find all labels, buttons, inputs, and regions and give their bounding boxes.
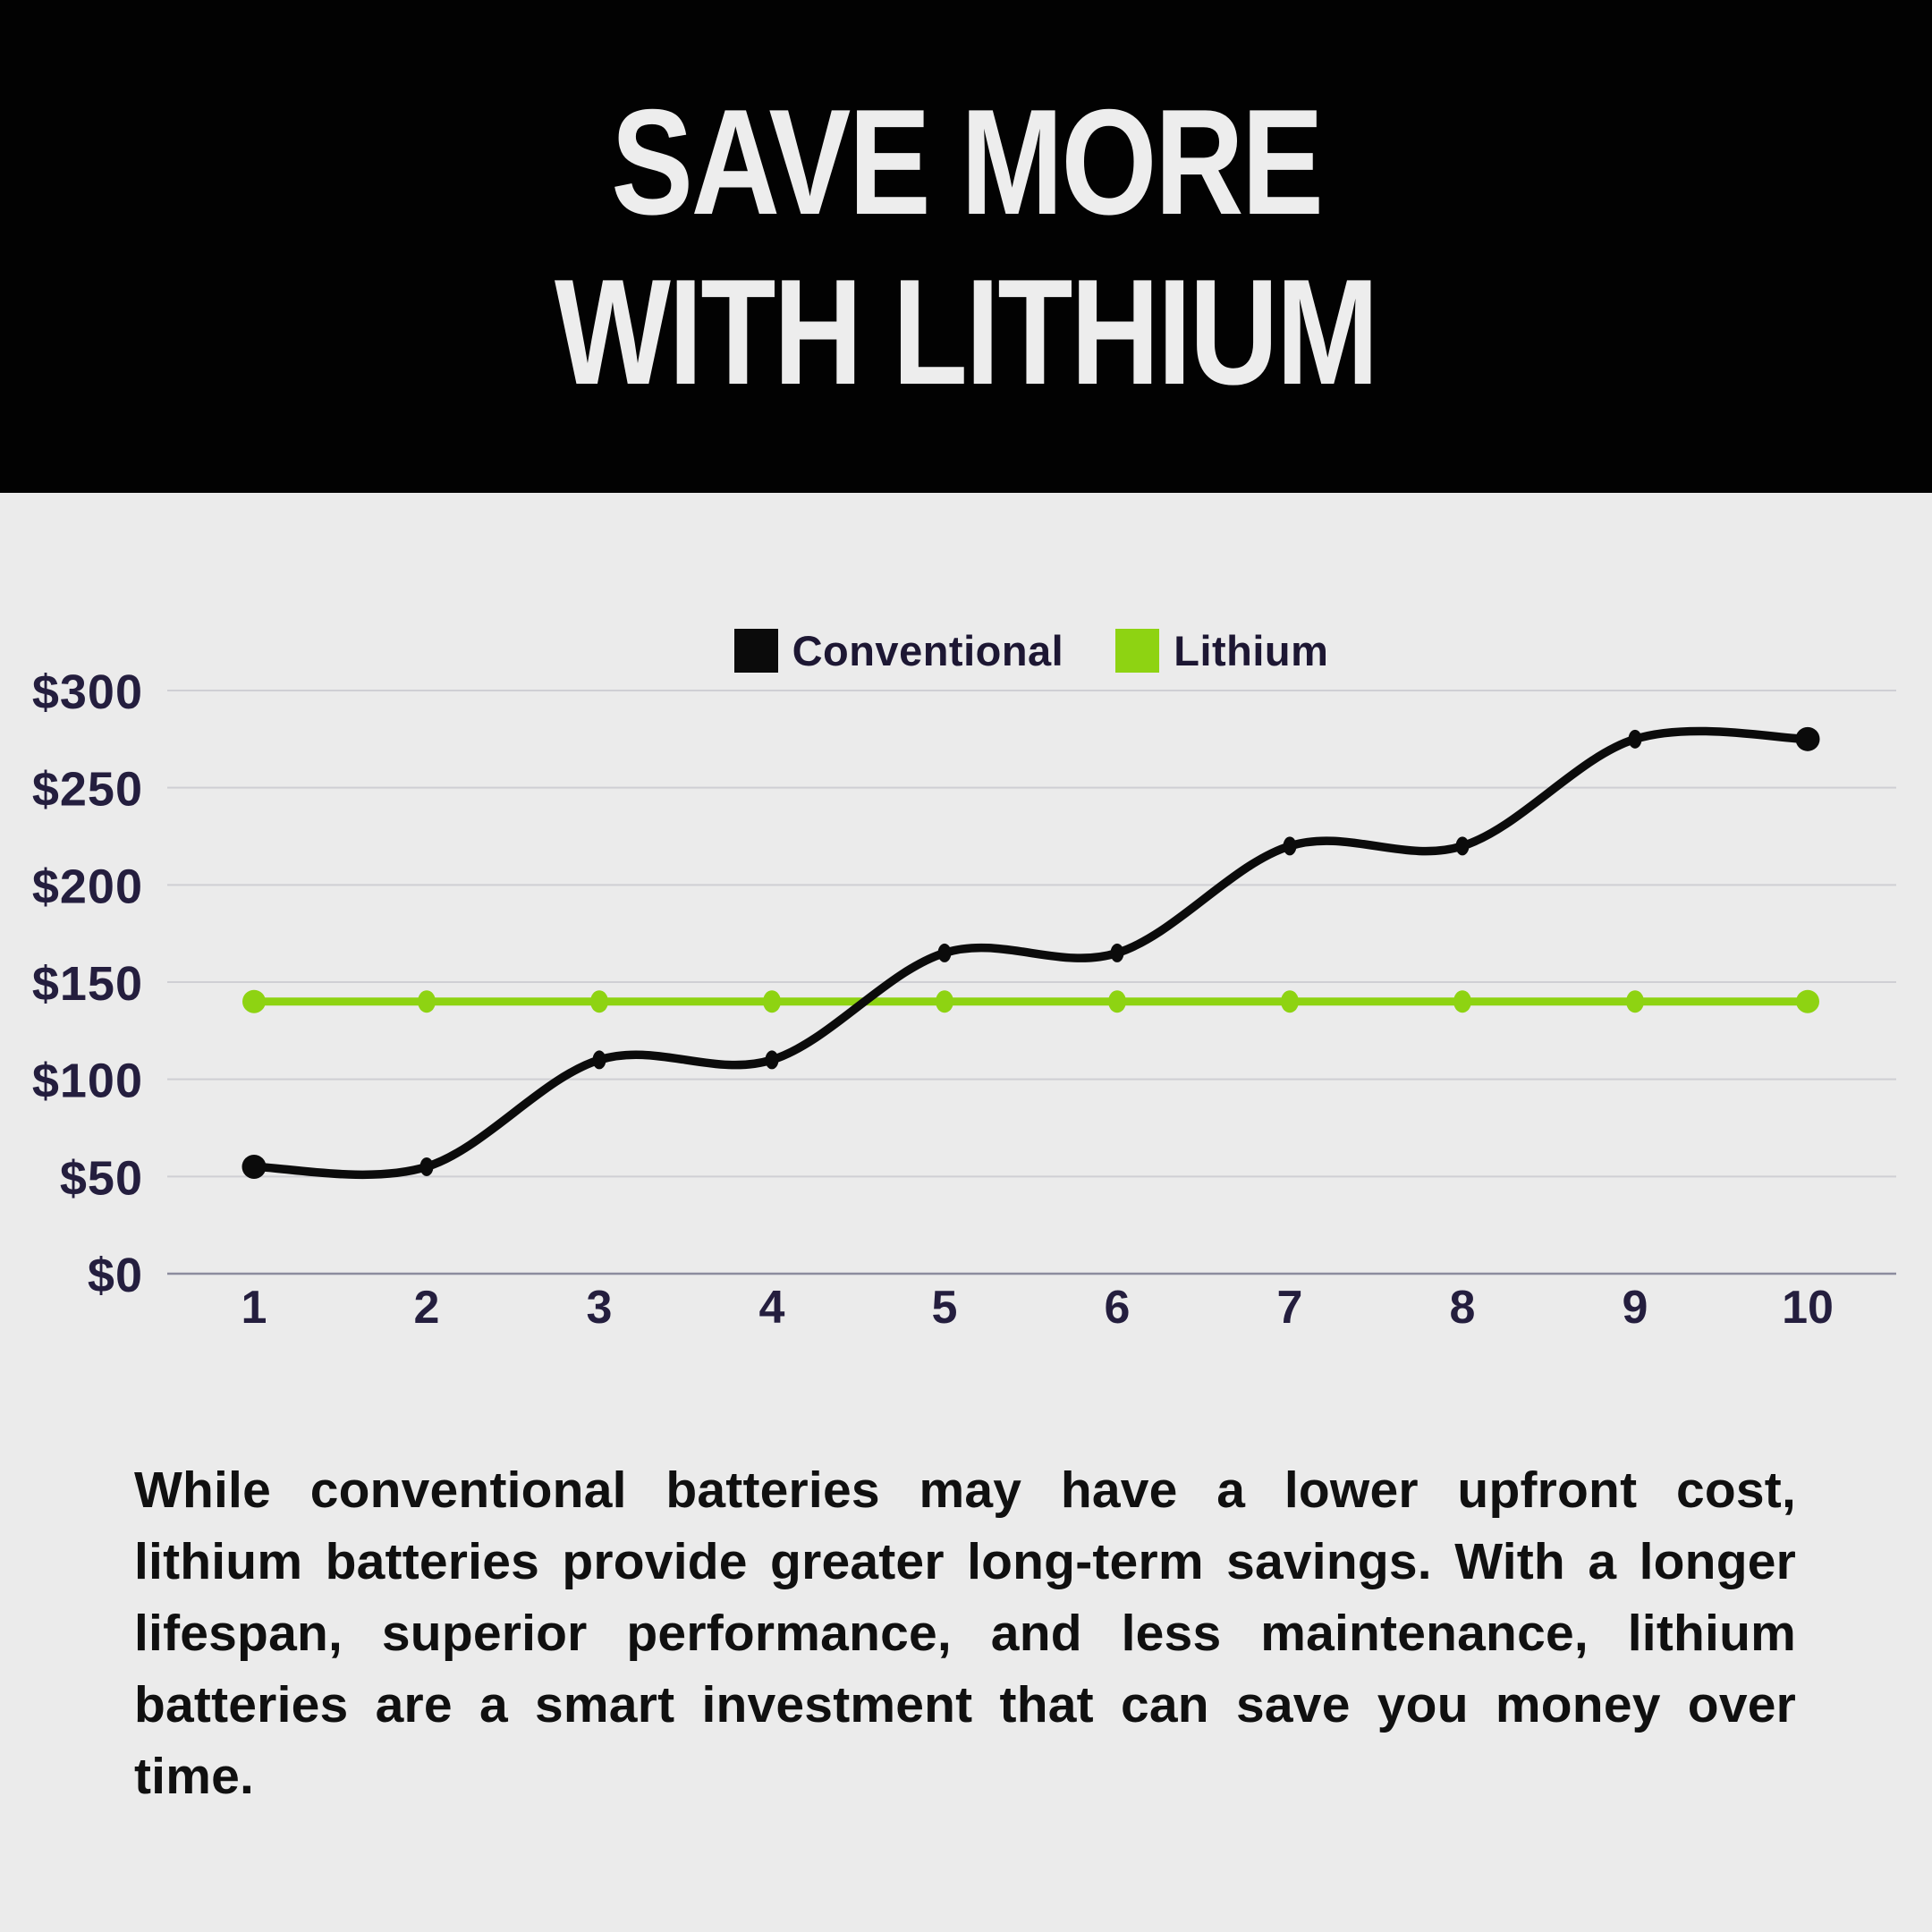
legend-item-lithium: Lithium [1115, 626, 1328, 675]
lithium-point [590, 990, 608, 1013]
conventional-point [1110, 943, 1124, 962]
lithium-point [1626, 990, 1644, 1013]
page-title-line-2: WITH LITHIUM [555, 247, 1379, 416]
conventional-point [1628, 729, 1642, 749]
conventional-point [242, 1154, 267, 1179]
x-tick-label: 4 [759, 1282, 785, 1334]
x-tick-label: 7 [1277, 1282, 1303, 1334]
x-tick-label: 3 [587, 1282, 613, 1334]
conventional-point [937, 943, 952, 962]
chart-legend: Conventional Lithium [65, 626, 1932, 675]
lithium-point [418, 990, 436, 1013]
x-tick-label: 5 [932, 1282, 958, 1334]
legend-label-lithium: Lithium [1174, 627, 1329, 674]
page-header: SAVE MORE WITH LITHIUM [0, 0, 1932, 493]
conventional-point [592, 1050, 606, 1070]
page-title-line-1: SAVE MORE [610, 77, 1324, 246]
legend-label-conventional: Conventional [792, 627, 1064, 674]
conventional-point [419, 1157, 434, 1176]
conventional-swatch [733, 629, 778, 673]
lithium-point [1796, 989, 1819, 1013]
x-tick-label: 8 [1450, 1282, 1476, 1334]
x-tick-label: 9 [1623, 1282, 1648, 1334]
conventional-point [1283, 836, 1297, 856]
lithium-point [1108, 990, 1126, 1013]
x-tick-label: 10 [1782, 1282, 1834, 1334]
lithium-point [242, 989, 266, 1013]
y-tick-label: $100 [32, 1055, 143, 1108]
y-tick-label: $150 [32, 957, 143, 1011]
lithium-point [936, 990, 953, 1013]
conventional-point [1455, 836, 1470, 856]
y-tick-label: $50 [60, 1151, 143, 1205]
lithium-point [1453, 990, 1471, 1013]
legend-item-conventional: Conventional [733, 626, 1064, 675]
x-tick-label: 2 [414, 1282, 440, 1334]
x-tick-label: 1 [242, 1282, 267, 1334]
lithium-swatch [1115, 629, 1160, 673]
y-tick-label: $200 [32, 860, 143, 913]
conventional-line [250, 726, 1812, 1180]
x-tick-label: 6 [1105, 1282, 1131, 1334]
y-tick-label: $0 [88, 1249, 143, 1302]
y-tick-label: $250 [32, 763, 143, 817]
conventional-point [765, 1050, 779, 1070]
description-paragraph: While conventional batteries may have a … [134, 1462, 1796, 1805]
lithium-point [1281, 990, 1299, 1013]
y-tick-label: $300 [32, 665, 143, 719]
conventional-point [1795, 726, 1820, 751]
lithium-point [763, 990, 781, 1013]
